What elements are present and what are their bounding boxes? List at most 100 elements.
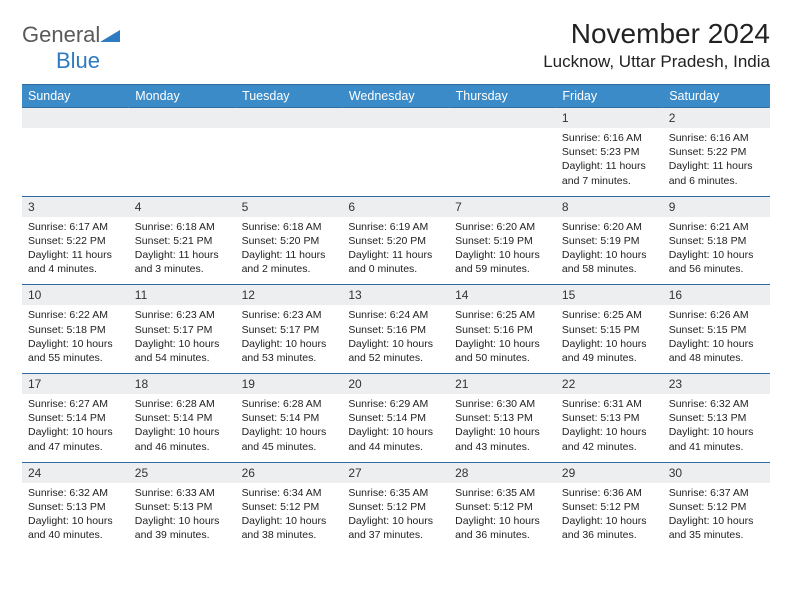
sunset-line: Sunset: 5:20 PM [242,234,337,248]
day-number: 17 [22,374,129,394]
day-cell: 27Sunrise: 6:35 AMSunset: 5:12 PMDayligh… [342,462,449,550]
sunset-line: Sunset: 5:12 PM [455,500,550,514]
day-number: 11 [129,285,236,305]
empty-cell [449,108,556,197]
calendar-row: 1Sunrise: 6:16 AMSunset: 5:23 PMDaylight… [22,108,770,197]
sunset-line: Sunset: 5:13 PM [135,500,230,514]
day-cell: 10Sunrise: 6:22 AMSunset: 5:18 PMDayligh… [22,285,129,374]
weekday-header: Thursday [449,85,556,108]
sunrise-line: Sunrise: 6:16 AM [669,131,764,145]
sunrise-line: Sunrise: 6:16 AM [562,131,657,145]
calendar-body: 1Sunrise: 6:16 AMSunset: 5:23 PMDaylight… [22,108,770,551]
sunrise-line: Sunrise: 6:21 AM [669,220,764,234]
sunrise-line: Sunrise: 6:23 AM [242,308,337,322]
logo-triangle-icon [100,22,120,48]
logo: General Blue [22,18,120,74]
day-body: Sunrise: 6:28 AMSunset: 5:14 PMDaylight:… [129,394,236,462]
day-cell: 26Sunrise: 6:34 AMSunset: 5:12 PMDayligh… [236,462,343,550]
calendar-page: General Blue November 2024 Lucknow, Utta… [0,0,792,568]
sunset-line: Sunset: 5:14 PM [348,411,443,425]
calendar-table: SundayMondayTuesdayWednesdayThursdayFrid… [22,85,770,550]
sunset-line: Sunset: 5:17 PM [135,323,230,337]
day-body: Sunrise: 6:25 AMSunset: 5:16 PMDaylight:… [449,305,556,373]
day-cell: 20 Sunrise: 6:29 AMSunset: 5:14 PMDayligh… [342,374,449,463]
day-cell: 16Sunrise: 6:26 AMSunset: 5:15 PMDayligh… [663,285,770,374]
sunset-line: Sunset: 5:21 PM [135,234,230,248]
sunset-line: Sunset: 5:22 PM [28,234,123,248]
sunset-line: Sunset: 5:13 PM [669,411,764,425]
daylight-line: Daylight: 10 hours and 36 minutes. [562,514,657,542]
sunrise-line: Sunrise: 6:32 AM [28,486,123,500]
day-cell: 1Sunrise: 6:16 AMSunset: 5:23 PMDaylight… [556,108,663,197]
day-body: Sunrise: 6:18 AMSunset: 5:20 PMDaylight:… [236,217,343,285]
day-body: Sunrise: 6:28 AMSunset: 5:14 PMDaylight:… [236,394,343,462]
day-cell: 22Sunrise: 6:31 AMSunset: 5:13 PMDayligh… [556,374,663,463]
day-number: 5 [236,197,343,217]
day-cell: 11Sunrise: 6:23 AMSunset: 5:17 PMDayligh… [129,285,236,374]
day-cell: 28Sunrise: 6:35 AMSunset: 5:12 PMDayligh… [449,462,556,550]
sunset-line: Sunset: 5:18 PM [669,234,764,248]
day-cell: 18Sunrise: 6:28 AMSunset: 5:14 PMDayligh… [129,374,236,463]
day-cell: 29Sunrise: 6:36 AMSunset: 5:12 PMDayligh… [556,462,663,550]
sunrise-line: Sunrise: 6:34 AM [242,486,337,500]
daylight-line: Daylight: 10 hours and 43 minutes. [455,425,550,453]
sunrise-line: Sunrise: 6:29 AM [348,397,443,411]
sunrise-line: Sunrise: 6:18 AM [135,220,230,234]
location: Lucknow, Uttar Pradesh, India [543,52,770,72]
day-cell: 23Sunrise: 6:32 AMSunset: 5:13 PMDayligh… [663,374,770,463]
sunrise-line: Sunrise: 6:37 AM [669,486,764,500]
daylight-line: Daylight: 10 hours and 46 minutes. [135,425,230,453]
day-number: 21 [449,374,556,394]
day-number: 20 [342,374,449,394]
daylight-line: Daylight: 10 hours and 58 minutes. [562,248,657,276]
day-cell: 8Sunrise: 6:20 AMSunset: 5:19 PMDaylight… [556,196,663,285]
sunrise-line: Sunrise: 6:28 AM [242,397,337,411]
daylight-line: Daylight: 11 hours and 0 minutes. [348,248,443,276]
sunrise-line: Sunrise: 6:17 AM [28,220,123,234]
sunrise-line: Sunrise: 6:35 AM [455,486,550,500]
day-number: 7 [449,197,556,217]
day-cell: 25Sunrise: 6:33 AMSunset: 5:13 PMDayligh… [129,462,236,550]
day-cell: 9Sunrise: 6:21 AMSunset: 5:18 PMDaylight… [663,196,770,285]
sunset-line: Sunset: 5:14 PM [135,411,230,425]
day-number: 29 [556,463,663,483]
sunset-line: Sunset: 5:16 PM [348,323,443,337]
day-body: Sunrise: 6:25 AMSunset: 5:15 PMDaylight:… [556,305,663,373]
day-body: Sunrise: 6:21 AMSunset: 5:18 PMDaylight:… [663,217,770,285]
day-cell: 15Sunrise: 6:25 AMSunset: 5:15 PMDayligh… [556,285,663,374]
daylight-line: Daylight: 10 hours and 45 minutes. [242,425,337,453]
empty-cell [22,108,129,197]
weekday-header: Saturday [663,85,770,108]
sunset-line: Sunset: 5:20 PM [348,234,443,248]
sunset-line: Sunset: 5:14 PM [242,411,337,425]
sunset-line: Sunset: 5:18 PM [28,323,123,337]
day-body: Sunrise: 6:30 AMSunset: 5:13 PMDaylight:… [449,394,556,462]
day-number: 15 [556,285,663,305]
day-number: 18 [129,374,236,394]
day-number: 1 [556,108,663,128]
day-body: Sunrise: 6:32 AMSunset: 5:13 PMDaylight:… [663,394,770,462]
sunrise-line: Sunrise: 6:36 AM [562,486,657,500]
day-number: 27 [342,463,449,483]
day-cell: 5Sunrise: 6:18 AMSunset: 5:20 PMDaylight… [236,196,343,285]
day-body: Sunrise: 6:23 AMSunset: 5:17 PMDaylight:… [236,305,343,373]
day-number: 8 [556,197,663,217]
day-body: Sunrise: 6:18 AMSunset: 5:21 PMDaylight:… [129,217,236,285]
day-cell: 3Sunrise: 6:17 AMSunset: 5:22 PMDaylight… [22,196,129,285]
day-cell: 17Sunrise: 6:27 AMSunset: 5:14 PMDayligh… [22,374,129,463]
sunrise-line: Sunrise: 6:25 AM [455,308,550,322]
day-body: Sunrise: 6:32 AMSunset: 5:13 PMDaylight:… [22,483,129,551]
daylight-line: Daylight: 10 hours and 35 minutes. [669,514,764,542]
day-number: 25 [129,463,236,483]
calendar-row: 17Sunrise: 6:27 AMSunset: 5:14 PMDayligh… [22,374,770,463]
day-number: 12 [236,285,343,305]
daylight-line: Daylight: 10 hours and 55 minutes. [28,337,123,365]
daylight-line: Daylight: 10 hours and 44 minutes. [348,425,443,453]
empty-cell [236,108,343,197]
sunrise-line: Sunrise: 6:32 AM [669,397,764,411]
day-number: 4 [129,197,236,217]
header: General Blue November 2024 Lucknow, Utta… [22,18,770,74]
daylight-line: Daylight: 10 hours and 39 minutes. [135,514,230,542]
day-number: 6 [342,197,449,217]
sunset-line: Sunset: 5:12 PM [669,500,764,514]
